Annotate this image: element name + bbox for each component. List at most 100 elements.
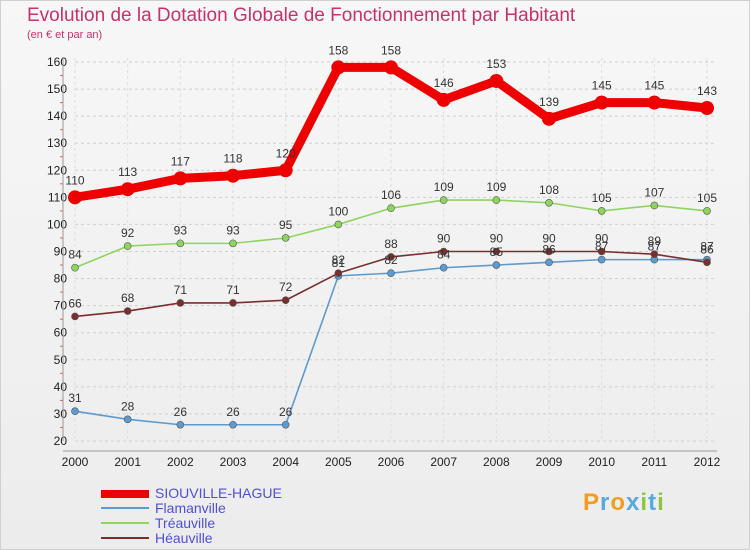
data-point [594,95,609,110]
data-point [436,92,451,107]
data-label: 105 [697,191,717,205]
chart-subtitle: (en € et par an) [27,29,103,41]
data-point [439,196,448,204]
data-point [650,201,659,210]
y-tick-label: 70 [54,299,68,313]
logo-letter: t [648,489,658,516]
data-label: 109 [486,180,506,194]
logo-letter: i [640,489,649,516]
data-point [703,258,711,267]
data-point [71,312,79,321]
data-point [647,95,662,110]
data-point [176,239,185,248]
legend-swatch [101,507,149,509]
legend-label: SIOUVILLE-HAGUE [155,485,282,501]
data-point [703,207,711,215]
data-point [331,60,346,75]
y-tick-label: 160 [47,55,67,69]
data-point [71,407,79,416]
data-point [229,239,237,248]
data-label: 89 [648,234,662,248]
legend-swatch [101,522,149,524]
data-point [68,190,82,205]
data-label: 108 [539,183,559,197]
y-tick-label: 90 [54,245,68,259]
legend-label: Flamanville [155,500,226,516]
data-point [545,247,553,256]
y-tick-label: 100 [47,217,67,231]
data-label: 93 [226,223,240,237]
data-point [281,296,290,305]
data-label: 82 [332,253,346,267]
data-point [173,171,188,186]
y-tick-label: 150 [47,82,67,96]
data-point [226,168,240,183]
data-label: 90 [490,232,504,246]
data-label: 145 [592,79,612,93]
data-point [650,250,659,259]
data-label: 120 [276,146,296,160]
data-point [545,258,553,267]
data-point [492,247,501,256]
data-label: 90 [595,232,609,246]
data-label: 158 [381,43,401,57]
data-label: 158 [328,43,348,57]
data-label: 26 [279,405,293,419]
data-point [176,420,185,429]
data-label: 88 [384,237,398,251]
data-point [492,261,501,269]
data-point [700,101,714,116]
data-label: 26 [174,405,188,419]
data-point [597,207,606,215]
y-tick-label: 20 [54,434,68,448]
x-tick-label: 2009 [536,455,563,469]
y-tick-label: 60 [54,326,68,340]
data-label: 68 [121,291,135,305]
y-tick-label: 30 [54,407,68,421]
axes: 2030405060708090100110120130140150160200… [47,55,721,469]
data-label: 145 [644,79,664,93]
logo-letter: r [600,489,611,516]
data-label: 100 [328,204,348,218]
data-point [489,73,504,88]
data-label: 107 [644,185,664,199]
x-tick-label: 2005 [325,455,352,469]
x-tick-label: 2002 [167,455,194,469]
data-point [492,196,501,204]
data-point [123,242,132,250]
y-tick-label: 40 [54,380,68,394]
legend-label: Tréauville [155,515,216,531]
data-label: 90 [542,232,556,246]
x-tick-label: 2003 [220,455,247,469]
data-labels: 110 113 117 118 120 158 158 146 153 139 145 145 143 3… [65,43,717,418]
y-tick-label: 110 [48,190,67,204]
data-label: 85 [490,245,504,259]
data-label: 26 [226,405,240,419]
data-label: 110 [65,173,84,187]
data-label: 95 [279,218,293,232]
data-label: 143 [697,84,717,98]
data-label: 92 [121,226,135,240]
x-tick-label: 2001 [114,455,141,469]
data-point [281,234,290,242]
data-label: 93 [174,223,188,237]
x-tick-label: 2007 [430,455,457,469]
data-point [439,263,448,272]
data-point [439,247,448,256]
data-point [542,111,556,126]
y-tick-label: 80 [54,272,68,286]
data-label: 81 [332,256,346,270]
data-label: 105 [592,191,612,205]
data-label: 66 [68,296,82,310]
data-point [387,253,395,261]
data-point [281,420,290,429]
y-tick-label: 140 [47,109,67,123]
data-label: 109 [434,180,454,194]
data-label: 139 [539,95,559,109]
x-tick-label: 2006 [378,455,405,469]
data-point [229,299,237,307]
data-label: 90 [437,232,451,246]
data-point [387,204,395,212]
data-point [597,255,606,264]
